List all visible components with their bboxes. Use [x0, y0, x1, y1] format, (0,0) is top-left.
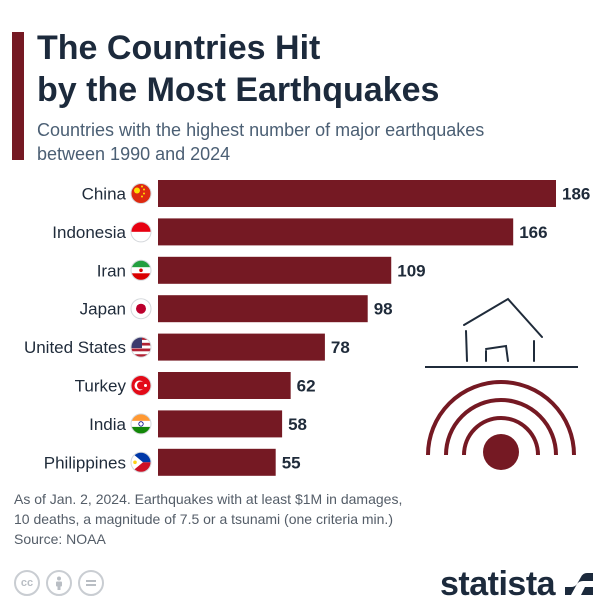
bar [158, 295, 368, 323]
seismic-wave-rings [426, 380, 576, 456]
title-line-2: by the Most Earthquakes [37, 71, 440, 109]
bar [158, 448, 276, 476]
data-label: 58 [288, 415, 307, 434]
china-flag-icon [130, 183, 152, 204]
bar [158, 333, 325, 361]
attribution-icon[interactable] [46, 570, 72, 596]
subtitle-line-2: between 1990 and 2024 [37, 144, 231, 164]
bar-chart: China 186 Indonesia 166 Iran 109 Japan 98 United… [24, 180, 590, 476]
category-label: Indonesia [52, 223, 126, 242]
bar [158, 180, 556, 207]
category-label: Japan [80, 300, 126, 319]
data-label: 55 [282, 453, 301, 472]
chart-title: The Countries Hit by the Most Earthquake… [37, 27, 597, 111]
title-line-1: The Countries Hit [37, 29, 321, 67]
category-label: Philippines [44, 453, 126, 472]
statista-mark-icon [565, 573, 594, 595]
house-icon [463, 297, 543, 362]
category-label: Iran [97, 261, 126, 280]
data-label: 78 [331, 338, 350, 357]
footnote: As of Jan. 2, 2024. Earthquakes with at … [14, 489, 484, 549]
usa-flag-icon [130, 336, 152, 358]
category-label: United States [24, 338, 126, 357]
bar [158, 256, 392, 284]
data-label: 62 [297, 377, 316, 396]
bar [158, 218, 514, 246]
epicenter-dot [483, 434, 519, 470]
category-label: China [82, 185, 127, 204]
category-label: India [89, 415, 126, 434]
category-label: Turkey [75, 377, 127, 396]
brand-wordmark: statista [440, 565, 556, 603]
iran-flag-icon [130, 259, 152, 281]
turkey-flag-icon [130, 375, 152, 396]
no-derivatives-icon[interactable] [78, 570, 104, 596]
japan-flag-icon [130, 298, 152, 320]
creative-commons-icon[interactable]: cc [14, 570, 40, 596]
philippines-flag-icon [130, 451, 152, 473]
footnote-line-2: 10 deaths, a magnitude of 7.5 or a tsuna… [14, 511, 393, 527]
indonesia-flag-icon [130, 221, 152, 243]
data-label: 186 [562, 185, 590, 204]
house-on-seismic-waves-icon [425, 297, 578, 470]
bar [158, 410, 283, 438]
data-label: 98 [374, 300, 393, 319]
data-label: 109 [397, 261, 425, 280]
footnote-line-1: As of Jan. 2, 2024. Earthquakes with at … [14, 491, 403, 507]
india-flag-icon [130, 413, 152, 435]
title-accent-bar [12, 32, 24, 160]
source-line: Source: NOAA [14, 531, 106, 547]
data-label: 166 [519, 223, 547, 242]
chart-subtitle: Countries with the highest number of maj… [37, 118, 597, 166]
license-icons: cc [14, 570, 104, 596]
subtitle-line-1: Countries with the highest number of maj… [37, 120, 485, 140]
bar [158, 372, 291, 399]
statista-logo[interactable]: statista [440, 566, 595, 602]
